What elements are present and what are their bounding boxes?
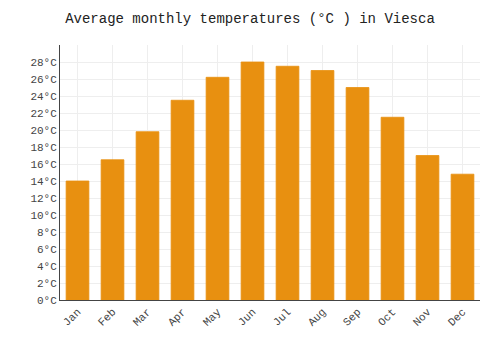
svg-text:26°C: 26°C [30, 74, 57, 86]
svg-text:Nov: Nov [411, 306, 434, 329]
svg-text:14°C: 14°C [30, 176, 57, 188]
svg-text:Feb: Feb [96, 306, 118, 328]
svg-text:Average monthly temperatures (: Average monthly temperatures (°C ) in Vi… [65, 11, 435, 27]
svg-text:Mar: Mar [131, 306, 153, 328]
svg-text:28°C: 28°C [30, 57, 57, 69]
svg-text:Jul: Jul [271, 306, 293, 328]
svg-text:Aug: Aug [306, 306, 328, 328]
svg-text:2°C: 2°C [37, 278, 57, 290]
svg-text:Sep: Sep [341, 306, 363, 328]
svg-text:10°C: 10°C [30, 210, 57, 222]
svg-text:12°C: 12°C [30, 193, 57, 205]
svg-text:Apr: Apr [166, 306, 188, 328]
svg-text:Oct: Oct [376, 306, 398, 328]
svg-text:16°C: 16°C [30, 159, 57, 171]
svg-text:18°C: 18°C [30, 142, 57, 154]
svg-text:May: May [201, 306, 224, 329]
svg-text:20°C: 20°C [30, 125, 57, 137]
svg-text:22°C: 22°C [30, 108, 57, 120]
svg-text:4°C: 4°C [37, 261, 57, 273]
svg-text:Jan: Jan [61, 306, 83, 328]
svg-text:0°C: 0°C [37, 295, 57, 307]
svg-text:Jun: Jun [236, 306, 258, 328]
svg-text:24°C: 24°C [30, 91, 57, 103]
svg-text:6°C: 6°C [37, 244, 57, 256]
svg-text:8°C: 8°C [37, 227, 57, 239]
svg-text:Dec: Dec [446, 306, 468, 328]
